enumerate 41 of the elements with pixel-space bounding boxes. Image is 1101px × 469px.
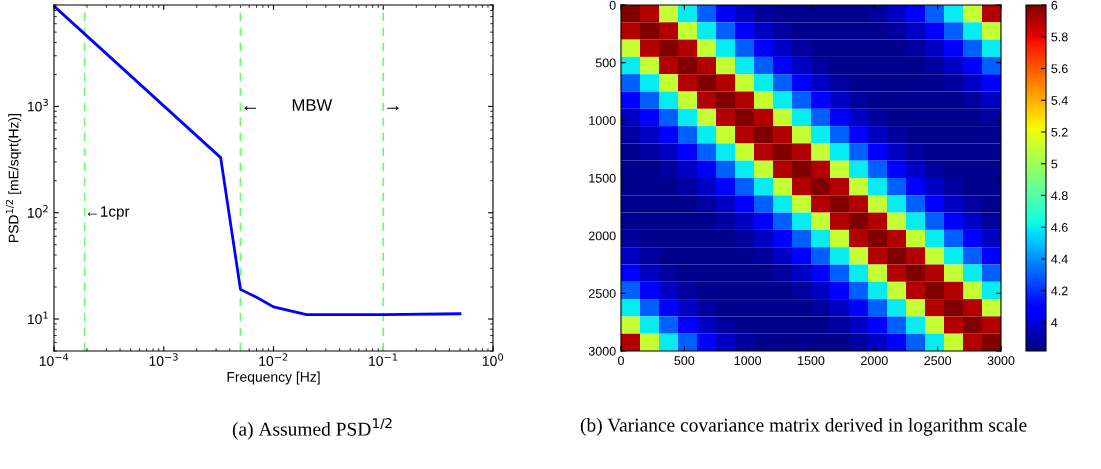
color-bar-label: 6 — [1051, 0, 1058, 10]
color-bar-label: 4.4 — [1051, 254, 1068, 264]
color-bar-label: 5.8 — [1051, 32, 1068, 42]
color-bar-label: 5.2 — [1051, 127, 1068, 137]
x-tick-label: 10$^{0}$ — [482, 353, 504, 366]
color-bar-label: 4.8 — [1051, 191, 1068, 201]
y-axis-title: PSD$^{1/2}$ [mE/sqrt(Hz)] — [5, 114, 22, 242]
color-bar-label: 5 — [1051, 159, 1058, 169]
y-tick-label: 10$^{2}$ — [27, 205, 48, 218]
x-tick-label: 2500 — [924, 356, 952, 366]
y-tick-label: 2000 — [588, 231, 616, 241]
y-tick-label: 1000 — [589, 116, 616, 125]
x-tick-label: 0 — [618, 356, 624, 366]
color-bar-label: 4.2 — [1051, 286, 1068, 296]
x-tick-label: 2000 — [861, 356, 888, 366]
y-tick-label: 10$^{1}$ — [27, 311, 48, 325]
x-tick-label: 10$^{−1}$ — [369, 353, 398, 366]
text: (b) Variance covariance matrix derived in logarithm scale — [580, 418, 1027, 436]
x-tick-label: 10$^{−3}$ — [149, 353, 178, 366]
color-bar-label: 5.6 — [1051, 64, 1068, 74]
x-tick-label: 10$^{−2}$ — [259, 353, 288, 366]
annotation: ←1cpr — [87, 206, 130, 220]
y-tick-label: 10$^{3}$ — [27, 98, 48, 112]
color-bar-label: 4 — [1051, 318, 1058, 327]
annotation: MBW — [292, 99, 333, 111]
y-tick-label: 1500 — [589, 173, 616, 183]
color-bar-label: 4.6 — [1051, 223, 1068, 232]
x-axis-title: Frequency [Hz] — [227, 371, 320, 385]
y-tick-label: 500 — [595, 58, 616, 68]
x-tick-label: 3000 — [987, 356, 1015, 366]
annotation: ← — [244, 105, 256, 111]
x-tick-label: 10$^{−4}$ — [39, 353, 69, 366]
annotation: → — [387, 105, 399, 111]
x-tick-label: 1000 — [734, 356, 762, 366]
color-bar-label: 5.4 — [1051, 96, 1068, 105]
text: (a) Assumed PSD$^{1/2}$ — [232, 418, 392, 440]
x-tick-label: 500 — [674, 356, 695, 366]
y-tick-label: 3000 — [588, 346, 616, 356]
y-tick-label: 0 — [609, 0, 616, 10]
x-tick-label: 1500 — [798, 356, 825, 366]
y-tick-label: 2500 — [588, 289, 616, 298]
